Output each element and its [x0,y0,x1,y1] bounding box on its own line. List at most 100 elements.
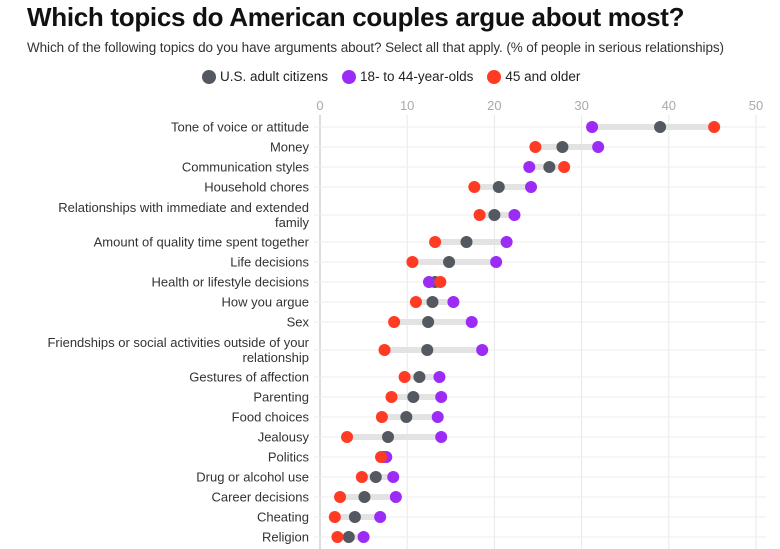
dot-age-18-44 [431,411,444,423]
chart-subtitle: Which of the following topics do you hav… [27,40,724,55]
category-label: Relationships with immediate and extende… [58,200,309,230]
legend-swatch-us-adults [202,69,216,84]
dot-age-45-plus [385,391,398,403]
dot-age-45-plus [334,491,347,503]
dot-age-45-plus [409,296,422,308]
category-label: Parenting [253,390,309,405]
category-label: Cheating [257,510,309,525]
dot-age-45-plus [434,276,447,288]
legend-label-18-44: 18- to 44-year-olds [360,69,474,84]
category-label: Amount of quality time spent together [94,235,310,250]
dot-age-18-44 [508,209,521,221]
legend-swatch-18-44 [342,69,357,84]
dot-us-adults [492,181,505,193]
category-label: Health or lifestyle decisions [151,275,309,290]
dot-age-18-44 [465,316,478,328]
dot-age-45-plus [375,411,388,423]
dot-us-adults [460,236,473,248]
dot-age-18-44 [435,391,448,403]
dot-age-18-44 [357,531,370,543]
category-label: Life decisions [230,255,309,270]
x-tick-label: 50 [749,98,763,113]
dot-age-45-plus [375,451,388,463]
category-label: Gestures of affection [189,370,309,385]
category-label: Career decisions [211,490,309,505]
dot-us-adults [654,121,667,133]
dot-age-45-plus [341,431,354,443]
dot-us-adults [369,471,382,483]
x-tick-label: 30 [574,98,588,113]
dot-us-adults [342,531,355,543]
category-label: Household chores [204,180,309,195]
dot-age-18-44 [447,296,460,308]
dot-age-18-44 [592,141,605,153]
dot-us-adults [556,141,569,153]
dot-age-18-44 [500,236,513,248]
dot-age-18-44 [423,276,435,288]
dot-age-45-plus [355,471,368,483]
dot-age-45-plus [558,161,571,173]
x-tick-label: 40 [662,98,676,113]
dot-age-45-plus [328,511,341,523]
legend-label-45-plus: 45 and older [505,69,581,84]
dot-age-18-44 [374,511,387,523]
dot-age-18-44 [490,256,503,268]
legend-item-18-44[interactable]: 18- to 44-year-olds [342,69,473,84]
legend-swatch-45-plus [487,69,502,84]
category-label: Communication styles [182,160,310,175]
dot-age-18-44 [387,471,400,483]
legend-label-us-adults: U.S. adult citizens [220,69,329,84]
category-label: Jealousy [258,430,310,445]
category-label-line: family [275,215,309,230]
legend-item-45-plus[interactable]: 45 and older [487,69,580,84]
dot-age-18-44 [476,344,489,356]
category-label: Friendships or social activities outside… [47,335,309,365]
category-label: Sex [287,315,310,330]
dot-age-18-44 [435,431,448,443]
dot-age-45-plus [473,209,486,221]
category-label: Money [270,140,310,155]
category-label: Tone of voice or attitude [171,120,309,135]
dot-us-adults [443,256,456,268]
dot-us-adults [407,391,420,403]
dot-us-adults [421,344,434,356]
dot-us-adults [358,491,371,503]
dot-us-adults [422,316,435,328]
category-label-line: Friendships or social activities outside… [47,335,309,350]
dot-us-adults [348,511,361,523]
dot-age-45-plus [398,371,411,383]
chart-title: Which topics do American couples argue a… [27,2,685,32]
dot-age-18-44 [433,371,446,383]
dot-age-45-plus [468,181,481,193]
dot-age-45-plus [331,531,344,543]
dot-us-adults [382,431,395,443]
dot-us-adults [413,371,426,383]
dot-age-45-plus [429,236,442,248]
dot-age-18-44 [389,491,402,503]
x-tick-label: 20 [487,98,501,113]
dot-us-adults [543,161,556,173]
x-tick-label: 10 [400,98,414,113]
dot-age-45-plus [378,344,391,356]
legend: U.S. adult citizens 18- to 44-year-olds … [202,69,594,84]
dot-age-45-plus [406,256,419,268]
category-label: Food choices [232,410,310,425]
dot-age-45-plus [388,316,401,328]
dot-us-adults [400,411,413,423]
dot-age-18-44 [523,161,536,173]
category-label-line: Relationships with immediate and extende… [58,200,309,215]
x-tick-label: 0 [316,98,323,113]
dot-age-18-44 [525,181,538,193]
dot-age-18-44 [586,121,599,133]
category-label: Religion [262,530,309,545]
category-label: How you argue [222,295,309,310]
dot-age-45-plus [708,121,721,133]
category-label: Drug or alcohol use [196,470,309,485]
dot-age-45-plus [529,141,542,153]
dot-us-adults [426,296,439,308]
dot-us-adults [488,209,501,221]
category-label-line: relationship [243,350,310,365]
legend-item-us-adults[interactable]: U.S. adult citizens [202,69,328,84]
category-label: Politics [268,450,310,465]
